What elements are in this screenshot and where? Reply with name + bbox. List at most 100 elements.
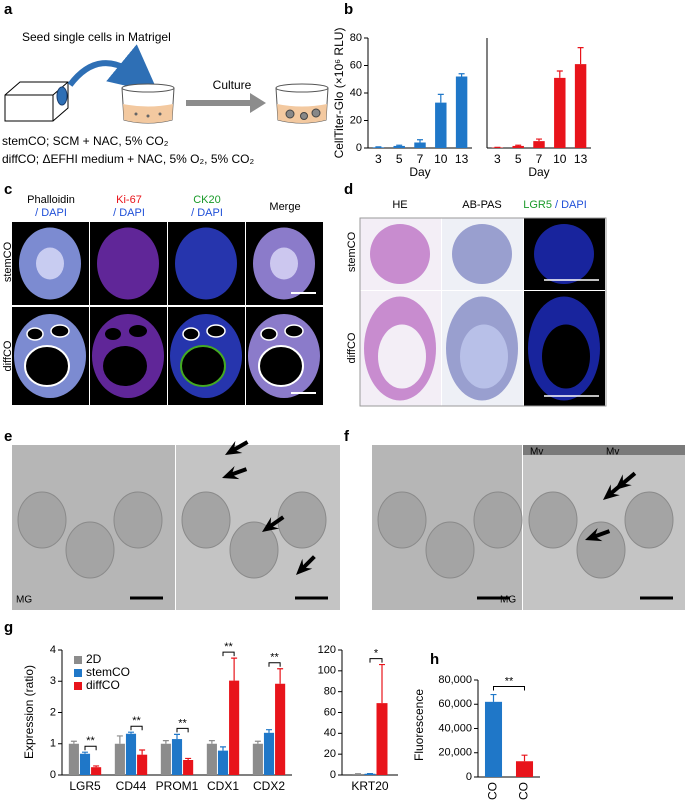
micrograph-frame: [359, 217, 607, 407]
lumen: [24, 345, 70, 387]
panel-label: a: [4, 1, 13, 18]
y-tick-label: 4: [50, 644, 56, 656]
stain-label: Phalloidin: [27, 194, 75, 206]
error-bar: [139, 749, 146, 755]
organoid: [300, 112, 308, 120]
nucleus: [425, 521, 475, 579]
error-bar: [458, 73, 465, 77]
nucleus: [17, 491, 67, 549]
organoid: [97, 227, 159, 300]
y-tick-label: 80: [350, 32, 362, 44]
stain-label: CK20: [193, 194, 221, 206]
dish-rim: [121, 83, 175, 93]
bar: [183, 760, 194, 775]
error-bar: [116, 735, 123, 744]
x-tick-label: CDX1: [207, 779, 239, 793]
y-tick-label: 0: [50, 769, 56, 781]
significance-label: **: [132, 715, 141, 727]
nucleus: [624, 491, 674, 549]
y-tick-label: 40,000: [438, 722, 472, 734]
legend-label: diffCO: [86, 678, 120, 692]
seed-text: Seed single cells in Matrigel: [22, 30, 171, 44]
y-tick-label: 100: [318, 665, 336, 677]
stain-label: LGR5: [523, 199, 552, 211]
row-label: diffCO: [2, 340, 14, 371]
lumen: [284, 324, 304, 338]
bar: [125, 733, 137, 775]
bar: [160, 743, 171, 775]
bar: [512, 145, 524, 148]
y-tick-label: 3: [50, 675, 56, 687]
significance-bracket: [130, 725, 143, 731]
stain-label: Merge: [269, 201, 300, 213]
lumen: [180, 345, 226, 387]
em-label: Mv: [530, 447, 543, 458]
arrow: [222, 465, 248, 480]
error-bar: [128, 731, 134, 734]
y-axis-label: Expression (ratio): [22, 665, 36, 759]
y-tick-label: 20: [350, 114, 362, 126]
nucleus: [377, 491, 427, 549]
y-tick-label: 1: [50, 738, 56, 750]
error-bar: [536, 138, 542, 142]
bar: [137, 754, 148, 775]
error-bar: [254, 740, 261, 744]
legend-swatch: [74, 656, 82, 664]
bar: [114, 743, 125, 775]
significance-label: *: [374, 647, 379, 659]
bar: [376, 703, 388, 775]
cell: [146, 114, 150, 118]
cell: [158, 112, 162, 116]
x-tick-label: KRT20: [351, 779, 388, 793]
significance-bracket: [84, 745, 97, 751]
error-bar: [82, 751, 88, 754]
nucleus: [528, 491, 578, 549]
row-label: stemCO: [346, 231, 358, 272]
significance-bracket: [176, 727, 189, 733]
error-bar: [231, 657, 238, 681]
error-bar: [185, 757, 192, 760]
em-label: MG: [500, 595, 516, 606]
bar: [435, 102, 447, 148]
actin: [270, 247, 298, 280]
x-tick-label: 3: [375, 152, 382, 166]
actin: [36, 247, 64, 280]
nucleus: [181, 491, 231, 549]
bar: [515, 761, 534, 777]
arrow: [296, 555, 316, 575]
legend-label: 2D: [86, 652, 102, 666]
error-bar: [162, 740, 169, 744]
bar: [171, 739, 183, 775]
nucleus: [277, 491, 327, 549]
counter-label: / DAPI: [191, 207, 223, 219]
bar: [79, 753, 91, 775]
x-tick-label: 7: [536, 152, 543, 166]
legend-swatch: [74, 682, 82, 690]
device-edge: [5, 81, 69, 121]
bar: [252, 743, 263, 775]
error-bar: [515, 144, 522, 146]
cell: [134, 112, 138, 116]
bar: [533, 141, 545, 148]
x-tick-label: 10: [553, 152, 567, 166]
tissue: [370, 224, 430, 284]
culture-text: Culture: [213, 78, 252, 92]
error-bar: [174, 733, 180, 740]
error-bar: [220, 746, 226, 751]
error-bar: [437, 93, 444, 103]
bar: [414, 142, 426, 148]
bar: [372, 147, 385, 148]
lumen: [258, 345, 304, 387]
significance-bracket: [268, 662, 281, 667]
error-bar: [277, 668, 284, 684]
x-tick-label: PROM1: [156, 779, 199, 793]
x-tick-label: CD44: [116, 779, 147, 793]
dish-rim: [275, 83, 329, 93]
lumen: [378, 324, 426, 389]
panel-label: b: [344, 1, 353, 18]
y-tick-label: 60: [324, 706, 336, 718]
matrigel: [123, 104, 173, 123]
schematic: Seed single cells in Matrigel Culture st…: [2, 30, 329, 166]
arrow: [585, 527, 611, 542]
